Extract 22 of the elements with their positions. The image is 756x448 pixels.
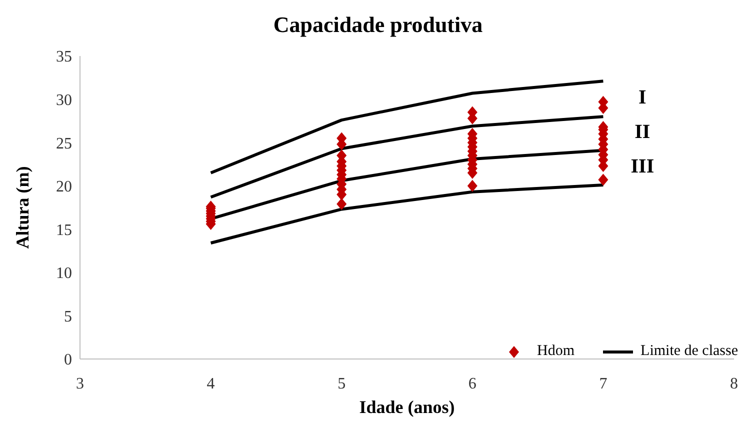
- chart-title: Capacidade produtiva: [272, 11, 484, 39]
- x-tick-label: 4: [206, 375, 215, 392]
- x-tick-label: 3: [76, 375, 84, 392]
- y-tick-label: 10: [56, 265, 72, 282]
- annotation: I: [638, 86, 647, 108]
- y-tick-label: 35: [56, 48, 72, 66]
- x-tick-label: 5: [338, 375, 346, 392]
- x-tick-label: 6: [468, 375, 476, 392]
- y-axis-title: Altura (m): [12, 166, 32, 249]
- x-axis-title: Idade (anos): [359, 397, 455, 417]
- annotation: III: [630, 155, 654, 178]
- legend-label: Limite de classe: [640, 343, 738, 360]
- annotation: II: [634, 121, 650, 144]
- y-tick-label: 5: [64, 308, 72, 326]
- legend-label: Hdom: [537, 343, 575, 360]
- y-tick-label: 25: [56, 135, 72, 152]
- x-tick-label: 7: [599, 375, 608, 392]
- y-tick-label: 0: [64, 352, 72, 369]
- y-tick-label: 15: [56, 222, 72, 239]
- y-tick-label: 30: [56, 92, 72, 109]
- y-tick-label: 20: [56, 178, 72, 196]
- x-tick-label: 8: [730, 375, 738, 392]
